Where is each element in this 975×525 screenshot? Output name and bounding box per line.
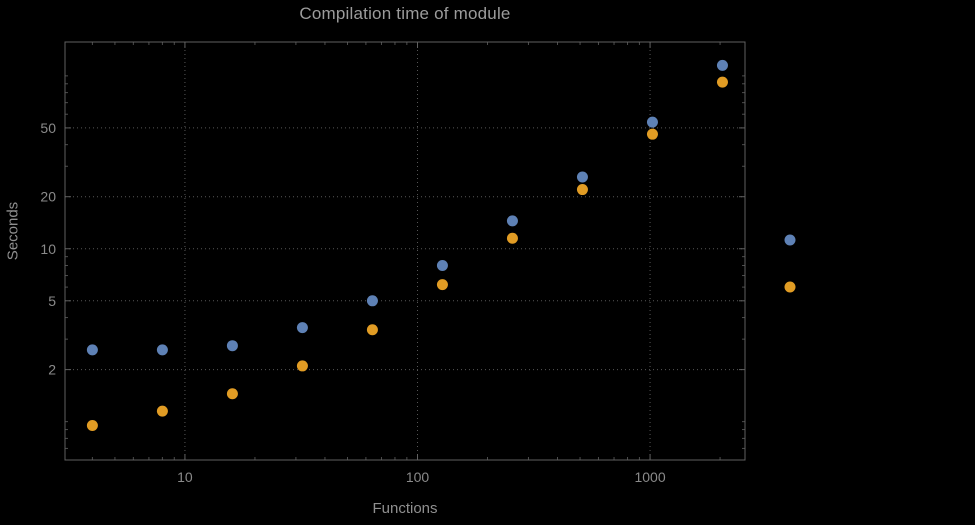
data-point-series-2 [646,128,658,140]
plot-frame [64,41,746,461]
y-tick-label: 20 [40,189,56,205]
data-point-series-2 [296,360,308,372]
data-point-series-1 [156,344,168,356]
data-point-series-2 [436,279,448,291]
data-point-series-2 [366,324,378,336]
data-point-series-1 [436,260,448,272]
data-point-series-1 [576,171,588,183]
data-point-series-1 [506,215,518,227]
data-point-series-2 [576,184,588,196]
x-tick-label: 10 [177,469,193,485]
chart-title: Compilation time of module [299,4,511,23]
y-tick-label: 2 [48,362,56,378]
data-point-series-1 [646,116,658,128]
y-tick-label: 50 [40,120,56,136]
data-point-series-2 [86,419,98,431]
y-tick-label: 5 [48,293,56,309]
x-tick-label: 1000 [634,469,665,485]
data-point-series-1 [296,322,308,334]
data-point-series-1 [716,59,728,71]
x-axis-label: Functions [372,500,438,517]
y-tick-label: 10 [40,241,56,257]
data-point-series-1 [226,340,238,352]
x-tick-label: 100 [406,469,430,485]
data-point-series-2 [156,405,168,417]
legend-marker [784,234,796,246]
legend-marker [784,281,796,293]
data-point-series-1 [86,344,98,356]
data-point-series-2 [716,76,728,88]
data-point-series-2 [226,388,238,400]
data-point-series-1 [366,295,378,307]
data-point-series-2 [506,232,518,244]
